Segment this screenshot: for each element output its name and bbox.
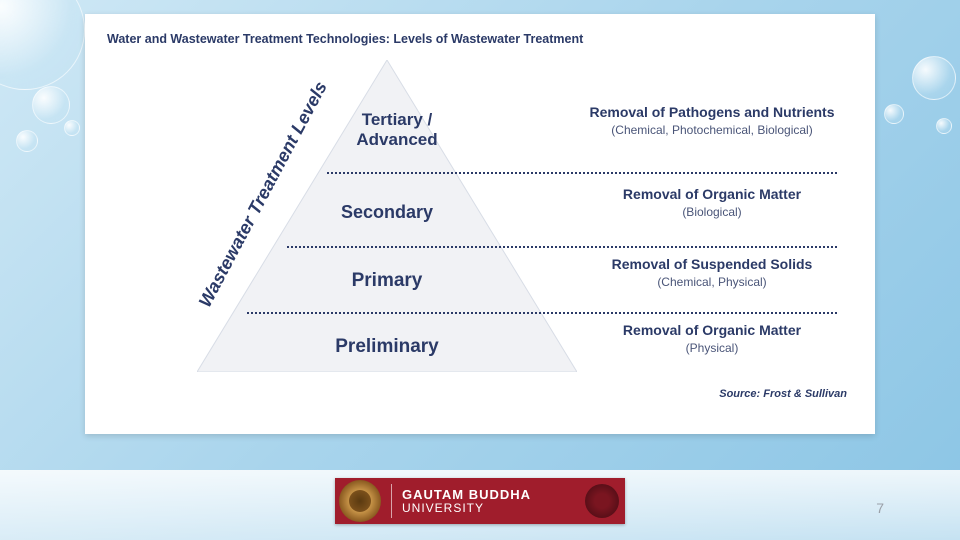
level-description: Removal of Suspended Solids (Chemical, Ph… <box>577 256 847 289</box>
university-seal-icon <box>339 480 381 522</box>
level-divider <box>247 312 837 314</box>
pyramid-level-label: Tertiary /Advanced <box>317 110 477 150</box>
level-description-main: Removal of Organic Matter <box>577 186 847 202</box>
pyramid-level-label: Secondary <box>307 202 467 223</box>
level-description-sub: (Physical) <box>577 341 847 355</box>
water-bubble-icon <box>32 86 70 124</box>
pyramid-level-label: Preliminary <box>307 336 467 358</box>
water-bubble-icon <box>912 56 956 100</box>
level-description-main: Removal of Pathogens and Nutrients <box>577 104 847 120</box>
pyramid-diagram: Wastewater Treatment Levels Tertiary /Ad… <box>107 54 853 394</box>
dharma-wheel-icon <box>585 484 619 518</box>
university-name: GAUTAM BUDDHA UNIVERSITY <box>402 488 531 514</box>
university-logo-bar: GAUTAM BUDDHA UNIVERSITY <box>335 478 625 524</box>
level-description: Removal of Organic Matter (Physical) <box>577 322 847 355</box>
water-bubble-icon <box>64 120 80 136</box>
water-bubble-icon <box>0 0 85 90</box>
university-name-line2: UNIVERSITY <box>402 502 531 515</box>
slide-title: Water and Wastewater Treatment Technolog… <box>107 32 853 46</box>
level-divider <box>327 172 837 174</box>
level-description-sub: (Chemical, Physical) <box>577 275 847 289</box>
level-description-main: Removal of Suspended Solids <box>577 256 847 272</box>
logo-divider <box>391 484 392 518</box>
level-description-main: Removal of Organic Matter <box>577 322 847 338</box>
water-bubble-icon <box>884 104 904 124</box>
source-citation: Source: Frost & Sullivan <box>719 388 847 400</box>
water-bubble-icon <box>936 118 952 134</box>
level-description-sub: (Biological) <box>577 205 847 219</box>
level-divider <box>287 246 837 248</box>
university-name-line1: GAUTAM BUDDHA <box>402 488 531 502</box>
page-number: 7 <box>876 500 884 516</box>
level-description: Removal of Organic Matter (Biological) <box>577 186 847 219</box>
level-description: Removal of Pathogens and Nutrients (Chemi… <box>577 104 847 137</box>
level-description-sub: (Chemical, Photochemical, Biological) <box>577 123 847 137</box>
slide-card: Water and Wastewater Treatment Technolog… <box>85 14 875 434</box>
water-bubble-icon <box>16 130 38 152</box>
pyramid-level-label: Primary <box>307 270 467 292</box>
